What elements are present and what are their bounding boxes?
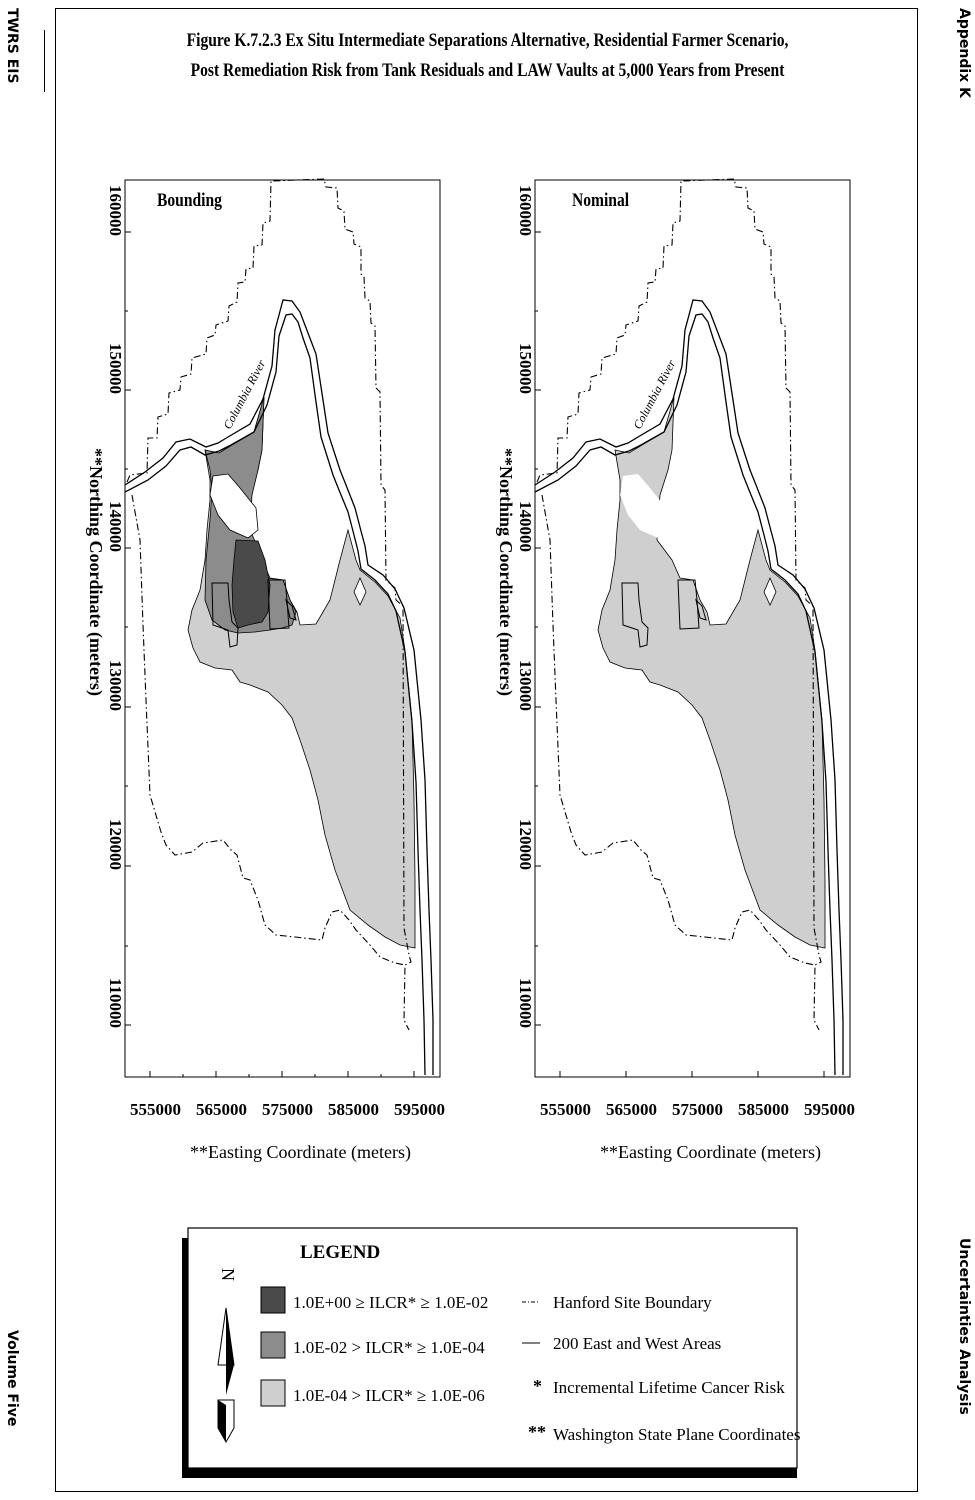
legend-item-label: 1.0E-02 > ILCR* ≥ 1.0E-04 — [293, 1338, 485, 1357]
x-tick-left: 555000 — [130, 1100, 181, 1119]
x-axis-title-left: **Easting Coordinate (meters) — [190, 1142, 411, 1163]
legend-note: 200 East and West Areas — [553, 1334, 721, 1353]
y-tick-left: 160000 — [106, 185, 125, 236]
y-tick-right: 140000 — [516, 501, 535, 552]
y-tick-left: 130000 — [106, 660, 125, 711]
figure-title-line2: Post Remediation Risk from Tank Residual… — [190, 60, 785, 81]
x-tick-right: 595000 — [804, 1100, 855, 1119]
legend-note: Washington State Plane Coordinates — [553, 1425, 800, 1444]
legend-note-symbol: * — [533, 1376, 542, 1396]
north-label: N — [218, 1268, 238, 1281]
x-tick-left: 565000 — [196, 1100, 247, 1119]
x-tick-right: 565000 — [606, 1100, 657, 1119]
figure-frame — [55, 8, 918, 1492]
bounding-map: Columbia River Bounding 160000 150000 14… — [85, 178, 445, 1163]
y-tick-left: 110000 — [106, 978, 125, 1028]
y-tick-right: 110000 — [516, 978, 535, 1028]
legend-title: LEGEND — [300, 1242, 380, 1263]
y-tick-left: 140000 — [106, 501, 125, 552]
y-tick-right: 150000 — [516, 343, 535, 394]
header-rule — [44, 30, 45, 92]
nominal-label: Nominal — [572, 190, 629, 211]
legend-item-label: 1.0E+00 ≥ ILCR* ≥ 1.0E-02 — [293, 1293, 488, 1312]
north-arrow: N — [217, 1268, 238, 1444]
x-axis-title-right: **Easting Coordinate (meters) — [600, 1142, 821, 1163]
y-tick-left: 120000 — [106, 819, 125, 870]
x-tick-right: 585000 — [738, 1100, 789, 1119]
y-axis-title-right: **Northing Coordinate (meters) — [495, 448, 516, 696]
x-tick-right: 555000 — [540, 1100, 591, 1119]
nominal-map: Columbia River Nominal 160000 150000 140… — [495, 178, 855, 1163]
legend-item-label: 1.0E-04 > ILCR* ≥ 1.0E-06 — [293, 1386, 485, 1405]
y-tick-left: 150000 — [106, 343, 125, 394]
legend: LEGEND N 1.0E+00 ≥ ILCR* ≥ 1.0E-02 1.0E-… — [182, 1227, 800, 1478]
legend-swatch-light — [260, 1379, 286, 1407]
legend-swatch-dark — [260, 1286, 286, 1314]
x-tick-right: 575000 — [672, 1100, 723, 1119]
legend-note: Incremental Lifetime Cancer Risk — [553, 1378, 785, 1397]
bounding-label: Bounding — [157, 190, 222, 211]
y-axis-title-left: **Northing Coordinate (meters) — [85, 448, 106, 696]
legend-note-symbol: ** — [528, 1422, 546, 1442]
legend-swatch-mid — [260, 1331, 286, 1359]
y-tick-right: 160000 — [516, 185, 535, 236]
y-tick-right: 120000 — [516, 819, 535, 870]
y-tick-right: 130000 — [516, 660, 535, 711]
figure-title-line1: Figure K.7.2.3 Ex Situ Intermediate Sepa… — [186, 30, 789, 51]
legend-note: Hanford Site Boundary — [553, 1293, 712, 1312]
x-tick-left: 595000 — [394, 1100, 445, 1119]
x-tick-left: 585000 — [328, 1100, 379, 1119]
x-tick-left: 575000 — [262, 1100, 313, 1119]
